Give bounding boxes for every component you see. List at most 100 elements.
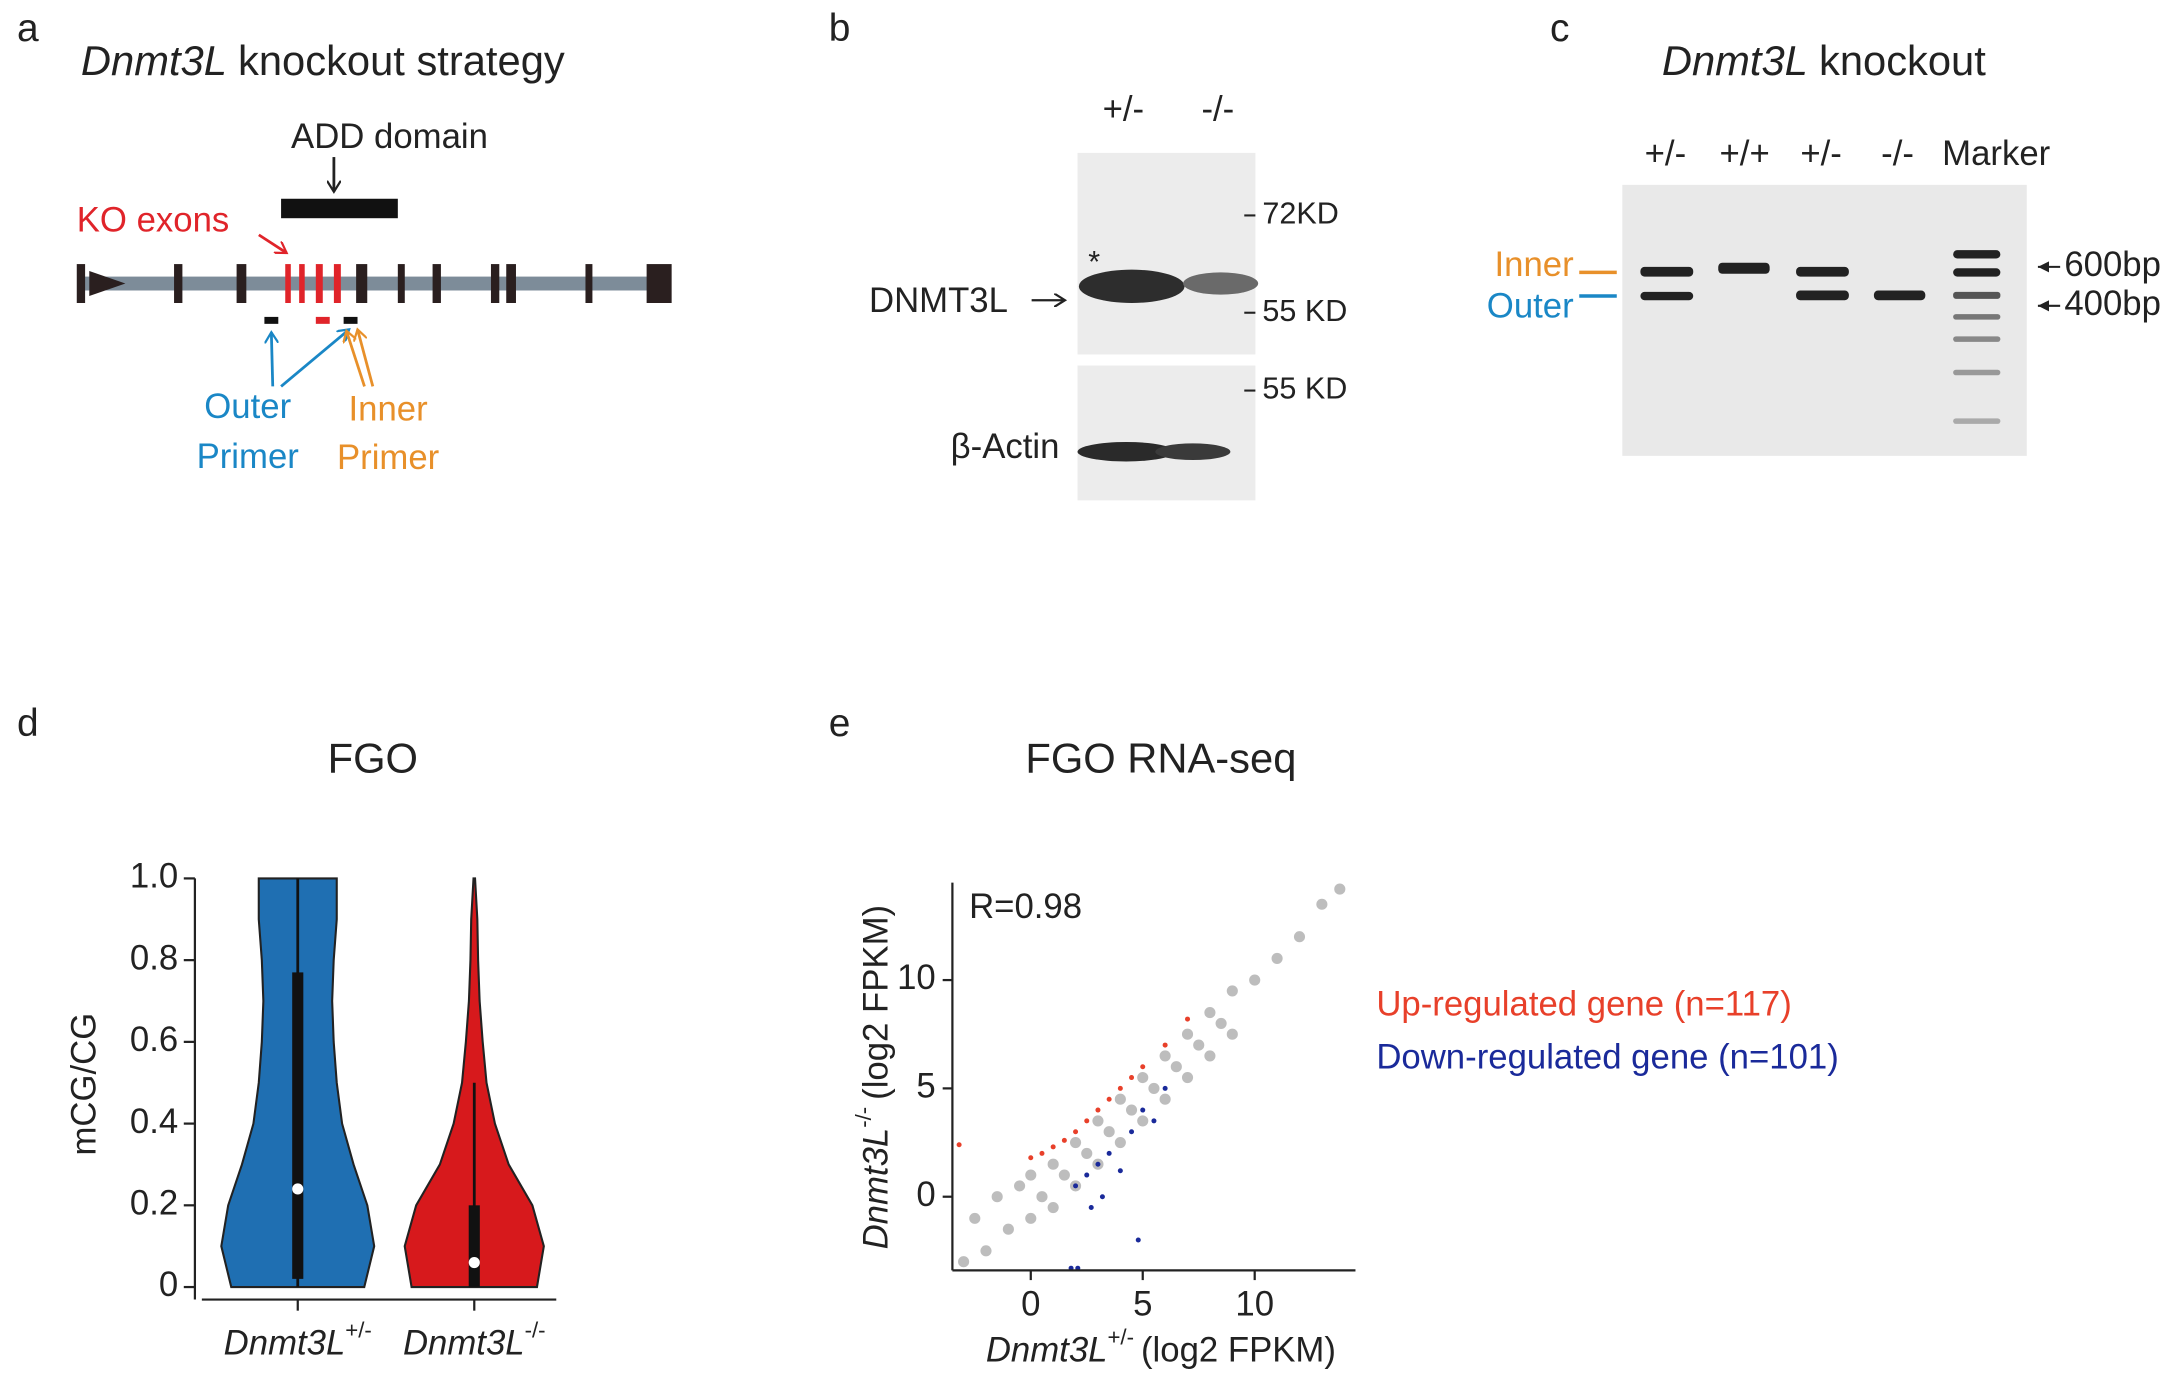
band xyxy=(1796,290,1849,301)
chart-title: FGO xyxy=(328,735,418,782)
exons xyxy=(174,264,672,303)
band-label: Inner xyxy=(1495,246,1574,284)
point xyxy=(1170,1061,1182,1073)
point xyxy=(1106,1096,1112,1102)
band xyxy=(1077,441,1175,462)
point xyxy=(1103,1126,1115,1138)
arrow xyxy=(280,329,349,388)
point xyxy=(1140,1064,1146,1070)
point xyxy=(1117,1168,1123,1174)
primer-label: Primer xyxy=(197,438,299,476)
band xyxy=(1953,268,2001,277)
band xyxy=(1078,269,1185,303)
point xyxy=(1137,1115,1149,1127)
genotype: -/- xyxy=(525,1317,546,1342)
gene: Dnmt3L xyxy=(224,1325,346,1363)
exon xyxy=(333,264,341,303)
size-label: 400bp xyxy=(2064,285,2161,323)
y-tick-label: 0.8 xyxy=(130,939,178,977)
loading-label: β-Actin xyxy=(951,428,1060,466)
exon xyxy=(76,264,86,303)
point xyxy=(1002,1223,1014,1235)
point xyxy=(1293,931,1306,943)
point xyxy=(1073,1129,1079,1135)
protein-label: DNMT3L xyxy=(869,282,1008,320)
primer-label: Outer xyxy=(204,388,291,426)
band xyxy=(1953,418,2001,424)
band xyxy=(1953,314,2001,320)
lane-label: Marker xyxy=(1942,135,2050,173)
point xyxy=(1204,1007,1216,1019)
point xyxy=(1070,1136,1082,1149)
band xyxy=(1953,250,2001,259)
point xyxy=(969,1212,981,1224)
asterisk: * xyxy=(1088,245,1100,279)
exon xyxy=(174,264,183,303)
panel-label: b xyxy=(829,7,851,50)
primer xyxy=(264,316,279,324)
gene: Dnmt3L xyxy=(81,37,227,84)
y-tick-label: 0.2 xyxy=(130,1184,178,1222)
gene-line xyxy=(80,276,665,291)
point xyxy=(1181,1072,1194,1084)
band xyxy=(1718,262,1770,274)
box xyxy=(292,972,304,1279)
lane-label: +/- xyxy=(1103,90,1145,128)
panel-label: d xyxy=(17,702,39,745)
panel-title: Dnmt3L knockout strategy xyxy=(81,37,565,84)
point xyxy=(991,1191,1003,1203)
point xyxy=(1226,1028,1238,1040)
point xyxy=(1114,1136,1126,1149)
exon xyxy=(315,264,323,303)
point xyxy=(1084,1172,1090,1178)
y-tick-label: 0.4 xyxy=(130,1103,178,1141)
gel-bands xyxy=(1640,250,2001,424)
y-tick-label: 0 xyxy=(916,1176,935,1214)
arrow xyxy=(271,332,272,387)
point xyxy=(1137,1072,1149,1084)
point xyxy=(1334,883,1346,895)
point xyxy=(1061,1137,1067,1143)
band xyxy=(1796,266,1849,277)
point xyxy=(1084,1118,1090,1124)
point xyxy=(1025,1212,1037,1224)
unit: (log2 FPKM) xyxy=(858,905,896,1100)
exon xyxy=(236,264,247,303)
point xyxy=(1181,1028,1194,1040)
band xyxy=(1640,291,1694,301)
point xyxy=(1125,1104,1138,1116)
blot xyxy=(1077,365,1256,501)
y-tick-label: 10 xyxy=(897,959,936,997)
point xyxy=(1148,1082,1160,1094)
point xyxy=(1117,1085,1123,1091)
x-tick-label: Dnmt3L+/- xyxy=(224,1317,372,1362)
gene: Dnmt3L xyxy=(986,1332,1108,1370)
y-tick-label: 0 xyxy=(159,1266,178,1304)
exon xyxy=(585,264,593,303)
band xyxy=(1640,266,1694,277)
band-label: Outer xyxy=(1487,288,1574,326)
primer xyxy=(343,316,358,324)
point xyxy=(1159,1093,1171,1105)
primer xyxy=(315,316,330,324)
size-marker: 55 KD xyxy=(1262,294,1347,328)
domain-label: ADD domain xyxy=(291,118,488,156)
annotation: R=0.98 xyxy=(969,888,1082,926)
y-tick-label: 0.6 xyxy=(130,1021,178,1059)
y-tick-label: 5 xyxy=(916,1068,935,1106)
x-axis-title: Dnmt3L+/- (log2 FPKM) xyxy=(986,1324,1336,1369)
legend-entry: Up-regulated gene (n=117) xyxy=(1376,985,1792,1023)
point xyxy=(1099,1194,1105,1200)
point xyxy=(1095,1107,1101,1113)
exon xyxy=(646,264,672,303)
x-tick-label: 0 xyxy=(1021,1286,1040,1324)
legend-entry: Down-regulated gene (n=101) xyxy=(1376,1038,1838,1076)
x-tick-label: 5 xyxy=(1133,1286,1152,1324)
ko-exons xyxy=(285,264,341,303)
gel xyxy=(1622,184,2027,456)
point xyxy=(956,1142,962,1148)
point xyxy=(1185,1016,1191,1022)
band xyxy=(1155,443,1231,461)
point xyxy=(1088,1205,1094,1211)
domain-bar xyxy=(281,198,398,219)
